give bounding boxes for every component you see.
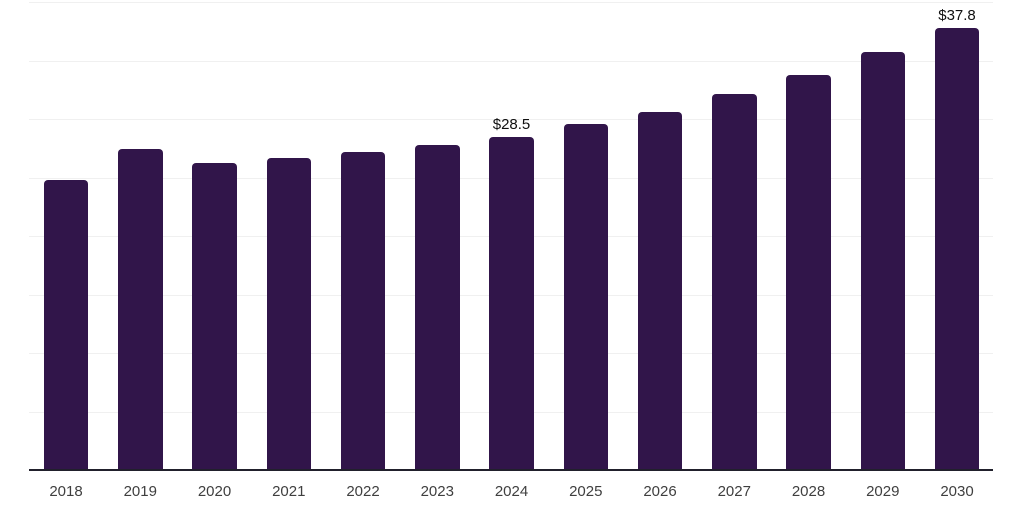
plot-area: $28.5 $37.8 <box>29 2 993 471</box>
gridline-35 <box>29 60 993 62</box>
x-axis-label-2029: 2029 <box>866 483 900 500</box>
x-axis-label-2018: 2018 <box>49 483 83 500</box>
bar-2018 <box>43 179 89 470</box>
bar-2023 <box>415 144 460 470</box>
bar-2021 <box>266 157 311 470</box>
x-axis-label-2030: 2030 <box>940 483 974 500</box>
data-label-2024: $28.5 <box>492 115 531 133</box>
gridline-40 <box>29 2 993 3</box>
gridline-30 <box>29 119 993 120</box>
data-label-2030: $37.8 <box>938 6 976 24</box>
bar-2026 <box>637 111 683 470</box>
bar-2030 <box>934 27 980 470</box>
x-axis-label-2026: 2026 <box>643 483 677 500</box>
x-axis-label-2028: 2028 <box>791 483 826 500</box>
bar-2027 <box>712 94 757 470</box>
bar-2029 <box>860 52 905 470</box>
x-axis-label-2021: 2021 <box>272 483 306 500</box>
bar-2025 <box>563 123 608 470</box>
x-axis-line <box>29 469 993 471</box>
x-axis-label-2020: 2020 <box>197 483 232 500</box>
x-axis-label-2023: 2023 <box>420 483 454 500</box>
x-axis-label-2019: 2019 <box>123 483 157 500</box>
bar-2019 <box>118 149 163 470</box>
x-axis-label-2022: 2022 <box>346 483 380 500</box>
bar-2028 <box>786 74 831 470</box>
bar-2020 <box>192 163 237 470</box>
bar-2022 <box>340 151 386 470</box>
bar-2024 <box>489 136 534 470</box>
x-axis-label-2027: 2027 <box>717 483 751 500</box>
x-axis-label-2024: 2024 <box>494 483 529 500</box>
x-axis-label-2025: 2025 <box>569 483 603 500</box>
